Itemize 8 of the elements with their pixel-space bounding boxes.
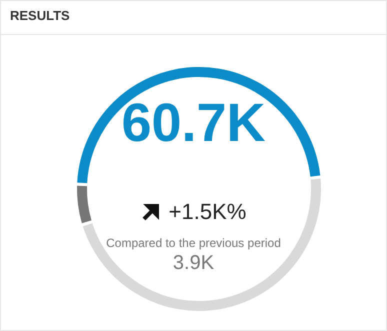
donut-slice — [82, 178, 321, 311]
text: +1.5K% — [168, 199, 246, 225]
donut-slice — [77, 67, 320, 184]
chart-title: RESULTS — [10, 8, 70, 23]
text: Compared to the previous period — [105, 236, 282, 250]
donut-slice — [77, 186, 92, 224]
text: 3.9K — [172, 252, 216, 275]
text: 60.7K — [120, 92, 267, 154]
